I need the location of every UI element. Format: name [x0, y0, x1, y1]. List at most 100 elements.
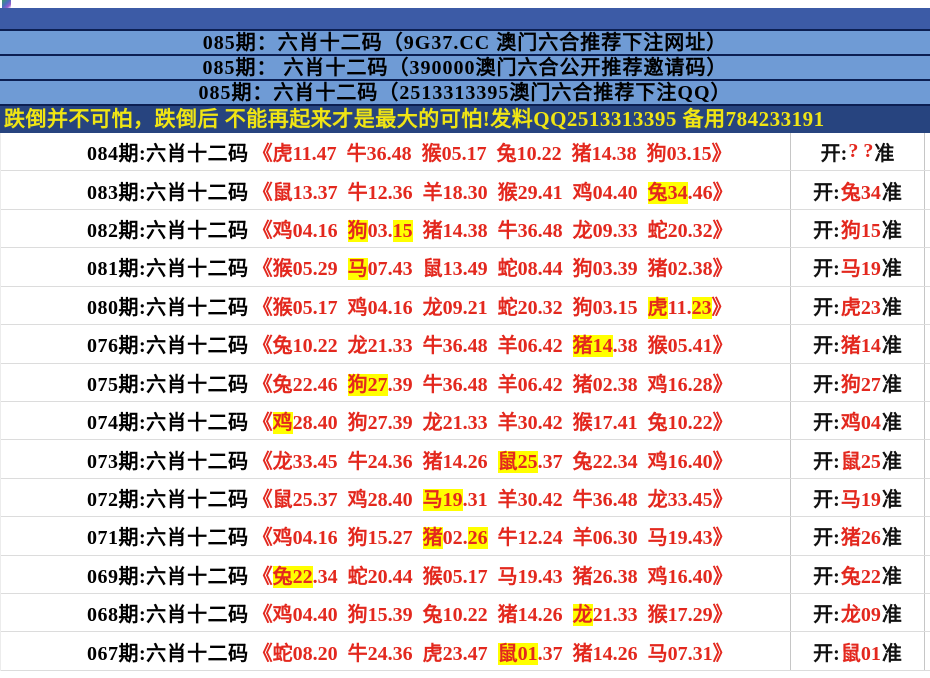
row-main: 073期:六肖十二码 《龙33.45 牛24.36 猪14.26 鼠25.37 … [1, 440, 791, 478]
prediction-segment-highlight: 15 [392, 220, 413, 243]
period-label: 080期:六肖十二码 [87, 296, 249, 319]
row-main: 083期:六肖十二码 《鼠13.37 牛12.36 羊18.30 猴29.41 … [1, 171, 791, 209]
row-main: 081期:六肖十二码 《猴05.29 马07.43 鼠13.49 蛇08.44 … [1, 248, 791, 286]
prediction-segment-highlight: 鼠01 [497, 642, 538, 665]
close-bracket-icon: 》 [712, 220, 733, 243]
result-cell: 开: 马19 准 [791, 248, 925, 286]
prediction-segment-highlight: 虎 [647, 296, 668, 319]
prediction-segment: .31 羊30.42 牛36.48 龙33.45 [462, 489, 713, 511]
result-value: 兔22 [840, 565, 881, 588]
header-banner-invite-code[interactable]: 085期： 六肖十二码（390000澳门六合公开推荐邀请码） [0, 56, 930, 81]
result-value: 龙09 [840, 604, 881, 627]
result-prefix: 开: [813, 527, 840, 550]
prediction-segment: .38 猴05.41 [612, 335, 713, 358]
row-main: 080期:六肖十二码 《猴05.17 鸡04.16 龙09.21 蛇20.32 … [1, 286, 791, 325]
open-bracket-icon: 《 [252, 412, 273, 435]
row-main: 071期:六肖十二码 《鸡04.16 狗15.27 猪02.26 牛12.24 … [1, 517, 791, 555]
result-value: 猪26 [840, 527, 881, 550]
result-cell: 开: 猪26 准 [791, 517, 925, 555]
results-table: 084期:六肖十二码 《虎11.47 牛36.48 猴05.17 兔10.22 … [0, 133, 930, 671]
prediction-segment-highlight: 狗27 [347, 373, 388, 396]
table-row: 075期:六肖十二码 《兔22.46 狗27.39 牛36.48 羊06.42 … [1, 363, 930, 402]
row-main: 076期:六肖十二码 《兔10.22 龙21.33 牛36.48 羊06.42 … [1, 325, 791, 363]
prediction-segment-highlight: 猪 [422, 527, 443, 550]
predictions: 《兔22.46 狗27.39 牛36.48 羊06.42 猪02.38 鸡16.… [253, 368, 733, 397]
period-label: 072期:六肖十二码 [87, 489, 249, 511]
open-bracket-icon: 《 [252, 296, 273, 319]
open-bracket-icon: 《 [252, 450, 273, 473]
prediction-segment: 鸡04.16 狗15.27 [272, 527, 423, 550]
prediction-segment: 猴05.17 鸡04.16 龙09.21 蛇20.32 狗03.15 [272, 296, 648, 319]
header-banner-qq[interactable]: 085期：六肖十二码（2513313395澳门六合推荐下注QQ） [0, 81, 930, 106]
prediction-segment: 鼠25.37 鸡28.40 [272, 489, 423, 511]
predictions: 《鸡04.16 狗03.15 猪14.38 牛36.48 龙09.33 蛇20.… [253, 214, 733, 243]
prediction-segment-highlight: 23 [691, 296, 712, 319]
predictions: 《猴05.17 鸡04.16 龙09.21 蛇20.32 狗03.15 虎11.… [253, 291, 732, 320]
prediction-segment-highlight: 兔22 [272, 565, 313, 588]
result-cell: 开: 猪14 准 [791, 325, 925, 363]
close-bracket-icon: 》 [712, 565, 733, 588]
row-main: 069期:六肖十二码 《兔22.34 蛇20.44 猴05.17 马19.43 … [1, 555, 791, 594]
predictions: 《鼠25.37 鸡28.40 马19.31 羊30.42 牛36.48 龙33.… [253, 483, 733, 512]
table-row: 083期:六肖十二码 《鼠13.37 牛12.36 羊18.30 猴29.41 … [1, 171, 930, 210]
period-label: 067期:六肖十二码 [87, 642, 249, 665]
close-bracket-icon: 》 [712, 258, 733, 281]
close-bracket-icon: 》 [712, 450, 733, 473]
result-suffix: 准 [881, 450, 902, 473]
result-suffix: 准 [881, 412, 902, 435]
header-banner-site-url[interactable]: 085期：六肖十二码（9G37.CC 澳门六合推荐下注网址） [0, 31, 930, 56]
result-value: 鸡04 [840, 412, 881, 435]
predictions: 《鼠13.37 牛12.36 羊18.30 猴29.41 鸡04.40 兔34.… [253, 176, 733, 205]
prediction-segment: 猴05.29 [272, 258, 348, 281]
result-suffix: 准 [881, 642, 902, 665]
close-bracket-icon: 》 [711, 143, 732, 166]
close-bracket-icon: 》 [712, 642, 733, 665]
predictions: 《兔10.22 龙21.33 牛36.48 羊06.42 猪14.38 猴05.… [253, 329, 733, 358]
table-row: 082期:六肖十二码 《鸡04.16 狗03.15 猪14.38 牛36.48 … [1, 209, 930, 249]
open-bracket-icon: 《 [252, 258, 273, 281]
prediction-segment: 02. [442, 527, 468, 550]
table-row: 080期:六肖十二码 《猴05.17 鸡04.16 龙09.21 蛇20.32 … [1, 286, 930, 326]
result-cell: 开: 鼠01 准 [791, 632, 925, 670]
predictions: 《鸡28.40 狗27.39 龙21.33 羊30.42 猴17.41 兔10.… [253, 406, 733, 435]
row-main: 068期:六肖十二码 《鸡04.40 狗15.39 兔10.22 猪14.26 … [1, 594, 791, 632]
prediction-segment: 鼠13.37 牛12.36 羊18.30 猴29.41 鸡04.40 [272, 181, 648, 204]
result-prefix: 开: [813, 604, 840, 627]
result-cell: 开: 兔34 准 [791, 171, 925, 209]
result-value: 虎23 [840, 296, 881, 319]
result-value: 狗27 [840, 373, 881, 396]
prediction-segment: 蛇08.20 牛24.36 虎23.47 [272, 642, 498, 665]
result-prefix: 开: [813, 258, 840, 281]
prediction-segment: .39 牛36.48 羊06.42 猪02.38 鸡16.28 [387, 373, 713, 396]
open-bracket-icon: 《 [252, 373, 273, 396]
row-main: 082期:六肖十二码 《鸡04.16 狗03.15 猪14.38 牛36.48 … [1, 209, 791, 248]
result-cell: 开: 鸡04 准 [791, 401, 925, 440]
result-prefix: 开: [813, 373, 840, 396]
result-prefix: 开: [813, 565, 840, 588]
prediction-segment: 11. [667, 296, 692, 319]
prediction-segment: 鸡04.40 狗15.39 兔10.22 猪14.26 [272, 604, 573, 627]
row-main: 075期:六肖十二码 《兔22.46 狗27.39 牛36.48 羊06.42 … [1, 363, 791, 401]
prediction-segment: 28.40 狗27.39 龙21.33 羊30.42 猴17.41 兔10.22 [292, 412, 713, 435]
prediction-segment-highlight: 鼠25 [497, 450, 538, 473]
result-suffix: 准 [881, 565, 902, 588]
predictions: 《鸡04.40 狗15.39 兔10.22 猪14.26 龙21.33 猴17.… [253, 598, 733, 627]
result-prefix: 开: [813, 296, 840, 319]
predictions: 《猴05.29 马07.43 鼠13.49 蛇08.44 狗03.39 猪02.… [253, 252, 733, 281]
predictions: 《鸡04.16 狗15.27 猪02.26 牛12.24 羊06.30 马19.… [253, 521, 733, 550]
table-row: 074期:六肖十二码 《鸡28.40 狗27.39 龙21.33 羊30.42 … [1, 401, 930, 441]
result-cell: 开: 马19 准 [791, 478, 925, 517]
result-prefix: 开: [813, 412, 840, 435]
prediction-segment: 03. [367, 220, 393, 243]
prediction-segment: 牛12.24 羊06.30 马19.43 [487, 527, 713, 550]
result-suffix: 准 [881, 373, 902, 396]
result-prefix: 开: [813, 642, 840, 665]
result-suffix: 准 [881, 489, 902, 511]
prediction-segment-highlight: 马 [347, 258, 368, 281]
result-suffix: 准 [881, 335, 902, 358]
result-suffix: 准 [881, 258, 902, 281]
prediction-segment: 兔22.46 [272, 373, 348, 396]
period-label: 084期:六肖十二码 [87, 143, 249, 166]
period-label: 076期:六肖十二码 [87, 335, 249, 358]
result-suffix: 准 [881, 296, 902, 319]
